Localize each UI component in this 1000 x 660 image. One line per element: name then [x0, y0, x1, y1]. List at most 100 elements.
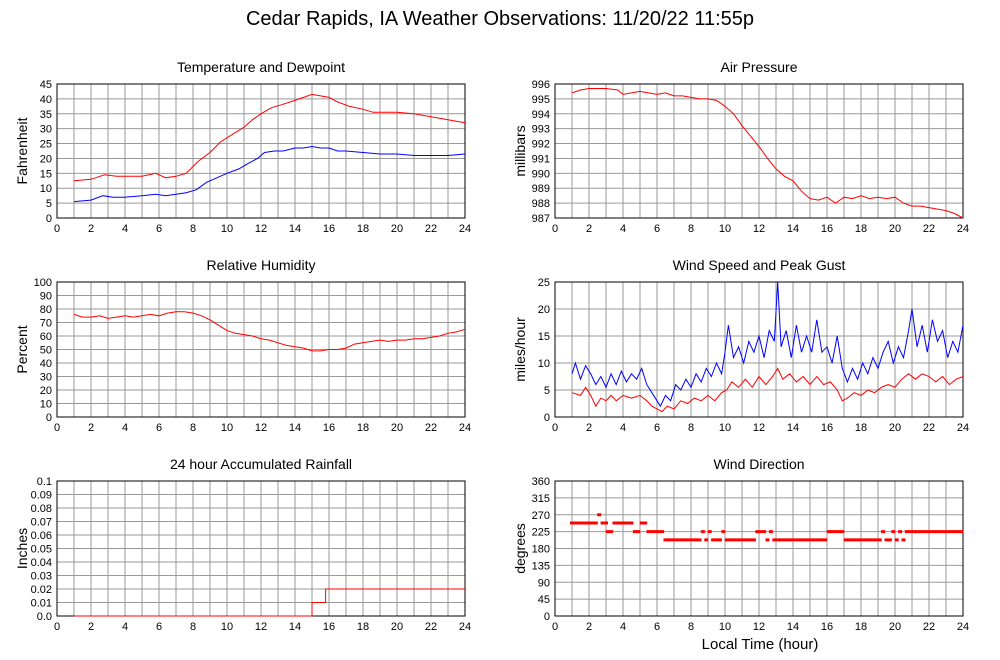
- data-point: [796, 538, 801, 542]
- data-point: [830, 530, 835, 534]
- data-point: [758, 530, 763, 534]
- plot-frame: [56, 281, 466, 418]
- x-tick-label: 2: [586, 422, 592, 434]
- data-point: [911, 530, 916, 534]
- data-point: [928, 530, 933, 534]
- series-line-red: [571, 367, 964, 413]
- x-tick-label: 14: [787, 422, 799, 434]
- y-tick-label: 10: [40, 183, 52, 195]
- series-line-red: [571, 88, 964, 219]
- x-tick-label: 8: [688, 422, 694, 434]
- data-point: [819, 538, 824, 542]
- y-tick-label: 100: [34, 277, 52, 289]
- x-tick-label: 8: [190, 621, 196, 633]
- x-tick-label: 16: [821, 621, 833, 633]
- y-tick-label: 5: [544, 385, 550, 397]
- y-tick-label: 994: [532, 109, 550, 121]
- data-point: [612, 521, 617, 525]
- data-point: [891, 530, 896, 534]
- x-tick-label: 12: [255, 223, 267, 235]
- data-point: [604, 521, 608, 525]
- data-point: [680, 538, 685, 542]
- data-point: [694, 538, 699, 542]
- x-tick-label: 14: [289, 422, 301, 434]
- x-tick-label: 10: [221, 621, 233, 633]
- x-tick-label: 18: [855, 621, 867, 633]
- data-point: [867, 538, 872, 542]
- y-tick-label: 70: [40, 318, 52, 330]
- x-tick-label: 10: [221, 422, 233, 434]
- y-tick-label: 270: [532, 510, 550, 522]
- data-point: [816, 538, 821, 542]
- x-tick-label: 24: [957, 621, 969, 633]
- x-tick-label: 20: [889, 223, 901, 235]
- y-tick-label: 0.02: [31, 584, 52, 596]
- y-axis-label: Percent: [14, 325, 30, 373]
- x-tick-label: 14: [787, 621, 799, 633]
- data-point: [636, 530, 641, 534]
- x-tick-label: 14: [787, 223, 799, 235]
- chart-title: Air Pressure: [720, 59, 797, 75]
- data-point: [653, 530, 658, 534]
- data-point: [826, 530, 831, 534]
- y-axis-label: degrees: [512, 523, 528, 574]
- data-point: [833, 530, 838, 534]
- x-tick-label: 4: [122, 223, 128, 235]
- y-tick-label: 995: [532, 94, 550, 106]
- chart-title: Wind Direction: [713, 456, 804, 472]
- data-point: [700, 530, 705, 534]
- x-tick-label: 6: [654, 621, 660, 633]
- x-tick-label: 0: [54, 422, 60, 434]
- y-tick-label: 40: [40, 94, 52, 106]
- data-point: [823, 538, 828, 542]
- y-tick-label: 20: [538, 304, 550, 316]
- y-tick-label: 5: [46, 198, 52, 210]
- x-tick-label: 20: [391, 621, 403, 633]
- data-point: [836, 530, 841, 534]
- chart-title: Wind Speed and Peak Gust: [673, 257, 846, 273]
- x-tick-label: 6: [156, 223, 162, 235]
- data-point: [721, 530, 726, 534]
- x-tick-label: 2: [88, 621, 94, 633]
- data-point: [597, 513, 602, 517]
- page-title: Cedar Rapids, IA Weather Observations: 1…: [245, 8, 755, 30]
- data-point: [762, 530, 767, 534]
- x-tick-label: 22: [923, 223, 935, 235]
- x-tick-label: 10: [719, 621, 731, 633]
- x-tick-label: 0: [552, 621, 558, 633]
- x-tick-label: 6: [156, 621, 162, 633]
- y-tick-label: 0.1: [37, 476, 52, 488]
- data-point: [656, 530, 661, 534]
- data-point: [857, 538, 862, 542]
- x-tick-label: 20: [889, 422, 901, 434]
- data-point: [768, 530, 773, 534]
- data-point: [935, 530, 940, 534]
- data-point: [959, 530, 964, 534]
- data-point: [632, 530, 637, 534]
- data-point: [908, 530, 913, 534]
- x-tick-label: 12: [753, 223, 765, 235]
- data-point: [894, 538, 899, 542]
- x-tick-label: 2: [586, 223, 592, 235]
- y-tick-label: 0.07: [31, 517, 52, 529]
- data-point: [677, 538, 682, 542]
- data-point: [697, 538, 702, 542]
- data-point: [643, 521, 648, 525]
- data-point: [673, 538, 678, 542]
- y-tick-label: 993: [532, 124, 550, 136]
- data-point: [938, 530, 943, 534]
- data-point: [806, 538, 811, 542]
- x-tick-label: 24: [459, 422, 471, 434]
- x-tick-label: 12: [255, 621, 267, 633]
- y-tick-label: 25: [40, 139, 52, 151]
- data-point: [573, 521, 578, 525]
- y-tick-label: 15: [40, 168, 52, 180]
- data-point: [583, 521, 588, 525]
- y-axis-label: Fahrenheit: [14, 117, 30, 184]
- x-tick-label: 4: [122, 621, 128, 633]
- x-tick-label: 2: [88, 223, 94, 235]
- data-point: [690, 538, 695, 542]
